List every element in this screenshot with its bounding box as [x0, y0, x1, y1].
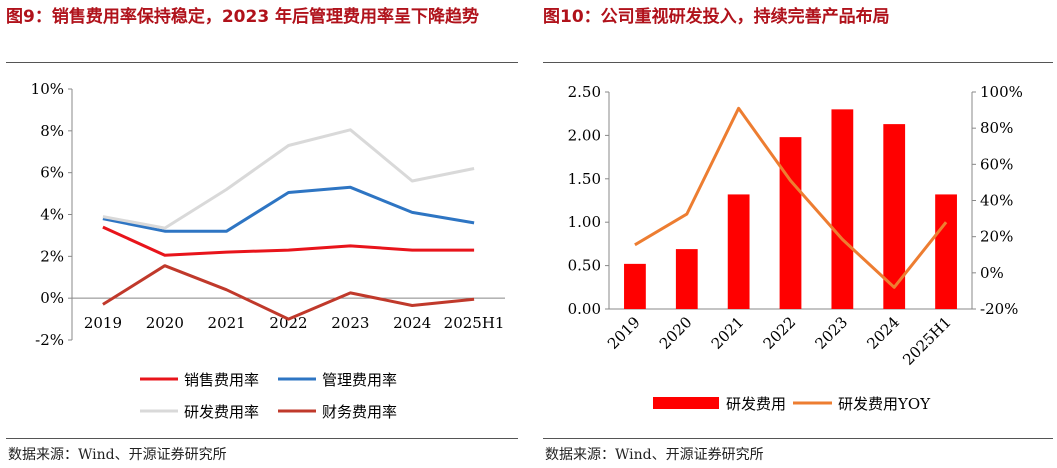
- left-y-tick-label: 0.00: [568, 300, 601, 318]
- bar-2019: [624, 263, 646, 309]
- legend-line-label: 研发费用YOY: [838, 395, 931, 413]
- bar-2023: [831, 109, 854, 309]
- y-tick-label: 8%: [40, 122, 64, 140]
- x-tick-label: 2019: [604, 313, 644, 353]
- right-y-tick-label: -20%: [980, 300, 1018, 318]
- x-tick-label: 2024: [393, 314, 431, 332]
- x-tick-label: 2020: [656, 313, 696, 353]
- right-y-tick-label: 60%: [980, 155, 1013, 173]
- y-tick-label: 4%: [40, 206, 64, 224]
- x-tick-label: 2023: [331, 314, 369, 332]
- left-y-tick-label: 1.00: [568, 213, 601, 231]
- x-tick-label: 2024: [863, 313, 903, 353]
- left-y-tick-label: 2.50: [568, 83, 601, 101]
- legend-bar-swatch: [653, 397, 719, 409]
- right-source-note: 数据来源：Wind、开源证券研究所: [545, 447, 764, 463]
- x-tick-label: 2022: [269, 314, 307, 332]
- x-tick-label: 2021: [208, 314, 246, 332]
- rd-expense-bar-line-chart: 0.00 0.50 1.00 1.50 2.00 2.50 -20% 0% 20% 40% 60% 8…: [568, 83, 1023, 413]
- y-tick-label: 6%: [40, 164, 64, 182]
- right-y-tick-label: 80%: [980, 119, 1013, 137]
- bar-2022: [779, 137, 802, 309]
- left-y-tick-label: 0.50: [568, 257, 601, 275]
- left-source-rule: [6, 438, 518, 439]
- x-tick-label: 2025H1: [444, 314, 505, 332]
- right-title-rule: [543, 62, 1053, 63]
- right-y-tick-label: 100%: [980, 83, 1023, 101]
- left-y-tick-label: 1.50: [568, 170, 601, 188]
- series-line-3: [102, 128, 475, 230]
- y-tick-label: 0%: [40, 289, 64, 307]
- left-title-rule: [6, 62, 518, 63]
- bar-2024: [883, 124, 906, 309]
- right-source-rule: [543, 438, 1053, 439]
- y-tick-label: 2%: [40, 247, 64, 265]
- x-tick-label: 2021: [708, 313, 748, 353]
- x-tick-label: 2023: [811, 313, 851, 353]
- y-tick-label: 10%: [31, 80, 64, 98]
- legend-label: 销售费用率: [184, 371, 259, 389]
- expense-ratio-line-chart: -2% 0% 2% 4% 6% 8% 10% 2019 2020 2021 2022 2023 2024…: [31, 80, 505, 421]
- series-line-1: [102, 225, 475, 257]
- y-tick-label: -2%: [35, 331, 64, 349]
- legend-label: 研发费用率: [184, 403, 259, 421]
- legend-bar-label: 研发费用: [726, 395, 786, 413]
- series-line-4: [102, 264, 475, 321]
- bar-2025H1: [935, 194, 957, 309]
- right-y-tick-label: 40%: [980, 192, 1013, 210]
- left-source-note: 数据来源：Wind、开源证券研究所: [8, 447, 227, 463]
- bar-2021: [727, 194, 750, 309]
- legend-label: 财务费用率: [322, 403, 397, 421]
- left-y-tick-label: 2.00: [568, 126, 601, 144]
- series-line-2: [102, 185, 475, 233]
- x-tick-label: 2019: [84, 314, 122, 332]
- x-tick-label: 2022: [760, 313, 800, 353]
- yoy-line: [634, 106, 948, 289]
- legend-label: 管理费用率: [322, 371, 397, 389]
- bar-2020: [675, 249, 698, 309]
- right-chart-title: 图10：公司重视研发投入，持续完善产品布局: [543, 7, 890, 27]
- x-tick-label: 2020: [146, 314, 184, 332]
- right-y-tick-label: 0%: [980, 264, 1004, 282]
- right-y-tick-label: 20%: [980, 228, 1013, 246]
- x-tick-label: 2025H1: [899, 313, 955, 369]
- left-chart-title: 图9：销售费用率保持稳定，2023 年后管理费用率呈下降趋势: [6, 7, 480, 27]
